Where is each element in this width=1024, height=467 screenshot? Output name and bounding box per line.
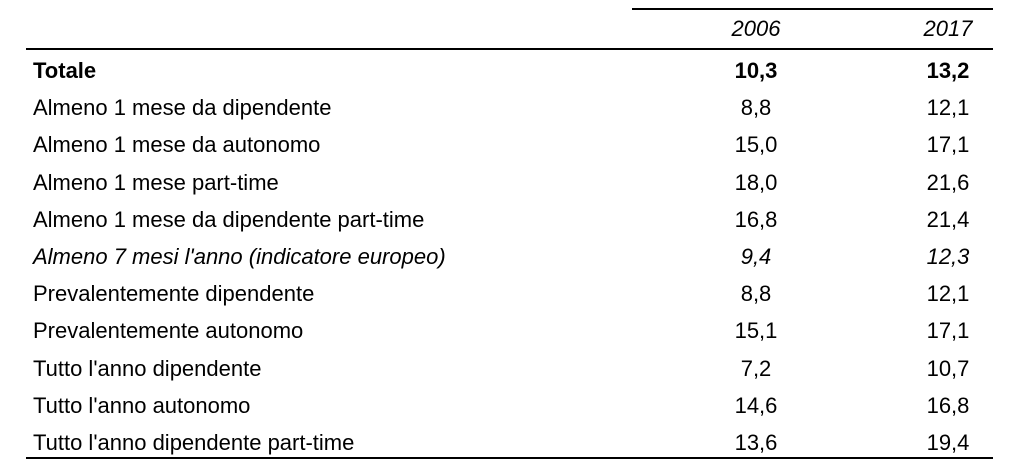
row-label: Prevalentemente autonomo: [33, 318, 304, 344]
value-2017: 17,1: [926, 132, 970, 158]
table-row: Totale 10,3 13,2: [26, 54, 993, 91]
table-row: Tutto l'anno dipendente 7,2 10,7: [26, 352, 993, 389]
table-row: Prevalentemente autonomo 15,1 17,1: [26, 314, 993, 351]
value-2017: 13,2: [926, 58, 970, 83]
table-row: Prevalentemente dipendente 8,8 12,1: [26, 277, 993, 314]
value-2017: 16,8: [926, 392, 970, 418]
row-label: Almeno 1 mese da autonomo: [33, 132, 321, 158]
row-label: Prevalentemente dipendente: [33, 281, 315, 307]
table-row: Almeno 7 mesi l'anno (indicatore europeo…: [26, 240, 993, 277]
table-row: Almeno 1 mese part-time 18,0 21,6: [26, 166, 993, 203]
value-2006: 9,4: [740, 243, 772, 269]
table-row: Tutto l'anno autonomo 14,6 16,8: [26, 389, 993, 426]
value-2017: 12,1: [926, 95, 970, 121]
value-2006: 14,6: [734, 392, 778, 418]
value-2006: 7,2: [740, 355, 772, 381]
row-label: Almeno 1 mese da dipendente: [33, 95, 332, 121]
value-2017: 17,1: [926, 318, 970, 344]
bottom-rule: [26, 457, 993, 459]
value-2006: 15,1: [734, 318, 778, 344]
table-body: Totale 10,3 13,2 Almeno 1 mese da dipend…: [26, 54, 993, 463]
table-row: Almeno 1 mese da autonomo 15,0 17,1: [26, 128, 993, 165]
row-label: Totale: [33, 58, 97, 83]
value-2017: 21,6: [926, 169, 970, 195]
value-2006: 16,8: [734, 206, 778, 232]
top-rule: [632, 8, 993, 10]
header-rule: [26, 48, 993, 50]
row-label: Almeno 1 mese da dipendente part-time: [33, 206, 425, 232]
value-2006: 8,8: [740, 281, 772, 307]
row-label: Almeno 1 mese part-time: [33, 169, 279, 195]
value-2006: 15,0: [734, 132, 778, 158]
value-2006: 8,8: [740, 95, 772, 121]
value-2006: 18,0: [734, 169, 778, 195]
value-2017: 19,4: [926, 429, 970, 455]
column-header-2017: 2017: [923, 16, 973, 41]
row-label: Tutto l'anno autonomo: [33, 392, 251, 418]
value-2006: 10,3: [734, 58, 778, 83]
value-2017: 12,3: [926, 243, 970, 269]
column-header-2006: 2006: [731, 16, 781, 41]
value-2017: 21,4: [926, 206, 970, 232]
table-row: Tutto l'anno dipendente part-time 13,6 1…: [26, 426, 993, 463]
value-2017: 10,7: [926, 355, 970, 381]
value-2006: 13,6: [734, 429, 778, 455]
table-row: Almeno 1 mese da dipendente 8,8 12,1: [26, 91, 993, 128]
row-label: Tutto l'anno dipendente: [33, 355, 262, 381]
table-row: Almeno 1 mese da dipendente part-time 16…: [26, 203, 993, 240]
value-2017: 12,1: [926, 281, 970, 307]
row-label: Tutto l'anno dipendente part-time: [33, 429, 355, 455]
row-label: Almeno 7 mesi l'anno (indicatore europeo…: [33, 243, 446, 269]
